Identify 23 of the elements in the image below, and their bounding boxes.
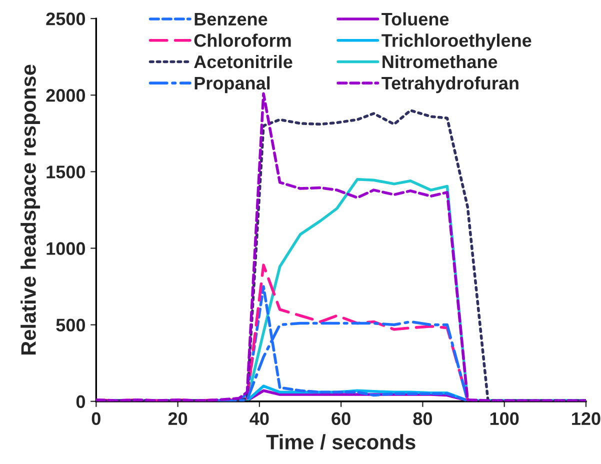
legend-label: Acetonitrile (194, 54, 292, 68)
y-tick-label: 2000 (46, 89, 86, 102)
y-tick-label: 0 (76, 395, 86, 408)
legend-label: Benzene (194, 12, 268, 26)
x-tick-label: 40 (250, 412, 269, 426)
legend-label: Propanal (194, 76, 270, 94)
x-tick-label: 100 (490, 412, 519, 426)
y-tick-label: 1000 (46, 242, 86, 255)
x-tick-label: 120 (572, 412, 600, 426)
y-tick-label: 1500 (46, 166, 86, 178)
y-tick-label: 500 (56, 318, 86, 332)
x-tick-label: 80 (413, 412, 432, 426)
x-tick-label: 20 (168, 412, 188, 426)
legend-label: Toluene (382, 12, 449, 26)
x-axis-title: Time / seconds (266, 434, 416, 450)
legend-label: Nitromethane (382, 54, 498, 68)
y-tick-label: 2500 (46, 12, 86, 26)
y-axis-title: Relative headspace response (20, 64, 40, 354)
legend-label: Tetrahydrofuran (382, 76, 518, 94)
x-tick-label: 0 (92, 412, 100, 426)
legend-label: Trichloroethylene (382, 34, 532, 50)
x-tick-label: 60 (332, 412, 350, 426)
legend-label: Chloroform (194, 34, 291, 47)
